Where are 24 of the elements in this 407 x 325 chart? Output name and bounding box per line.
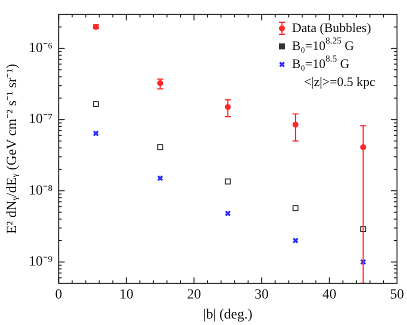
point — [292, 237, 299, 244]
point — [224, 210, 231, 217]
x-axis-title: |b| (deg.) — [203, 307, 253, 322]
y-tick-label: 10⁻⁷ — [28, 112, 53, 128]
y-tick-label: 10⁻⁶ — [28, 41, 53, 56]
x-tick-label: 50 — [390, 287, 404, 302]
x-tick-label: 20 — [187, 287, 202, 302]
x-tick-label: 0 — [55, 287, 62, 302]
point — [157, 175, 164, 182]
annotation: <|z|>=0.5 kpc — [304, 74, 376, 89]
x-tick-label: 40 — [322, 287, 336, 302]
point — [224, 178, 231, 184]
point — [157, 144, 164, 150]
y-tick-label: 10⁻⁹ — [28, 254, 53, 270]
point — [360, 258, 366, 266]
y-tick-label: 10⁻⁸ — [28, 183, 53, 198]
point — [92, 130, 100, 136]
y-axis-title: E² dNᵧ/dEᵧ (GeV cm⁻² s⁻¹ sr⁻¹) — [5, 64, 20, 234]
point — [292, 205, 298, 212]
x-tick-label: 10 — [119, 287, 134, 302]
point — [360, 226, 366, 232]
x-tick-label: 30 — [254, 287, 269, 302]
legend-label: Data (Bubbles) — [292, 20, 372, 35]
point — [92, 101, 99, 108]
